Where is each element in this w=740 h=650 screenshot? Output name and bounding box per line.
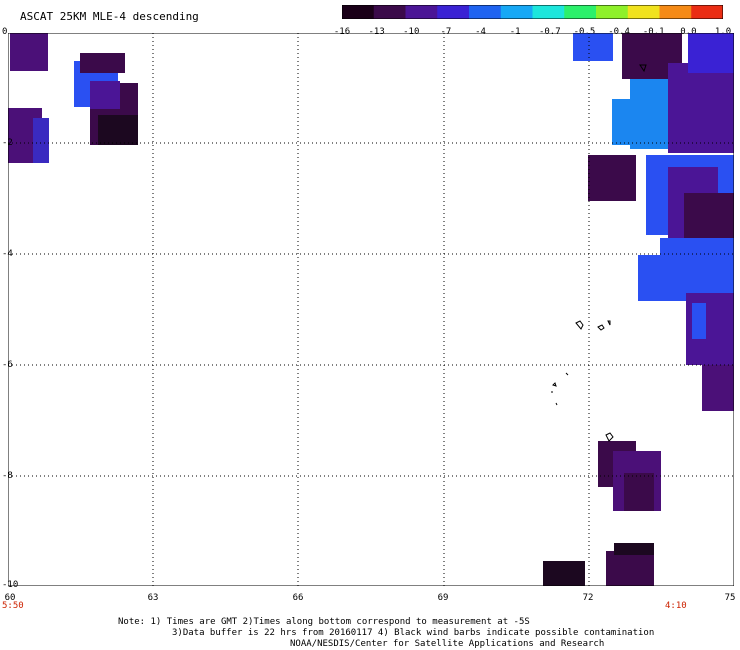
time-label-left: 5:50 bbox=[2, 601, 24, 611]
colorbar-label: -7 bbox=[440, 27, 452, 37]
map-title: ASCAT 25KM MLE-4 descending bbox=[20, 10, 199, 23]
colorbar-segment bbox=[405, 5, 438, 19]
y-tick-label: -8 bbox=[2, 471, 13, 481]
colorbar-label: -1 bbox=[509, 27, 521, 37]
swath-cells bbox=[8, 33, 734, 586]
colorbar-segment bbox=[500, 5, 534, 19]
colorbar-segment bbox=[532, 5, 565, 19]
colorbar-segment bbox=[596, 5, 629, 19]
time-label-right: 4:10 bbox=[665, 601, 687, 611]
colorbar-label: -0.4 bbox=[608, 27, 630, 37]
x-tick-label: 60 bbox=[4, 593, 16, 603]
colorbar-segment bbox=[627, 5, 661, 19]
colorbar-label: -10 bbox=[403, 27, 420, 37]
colorbar-label: -4 bbox=[475, 27, 486, 37]
y-tick-label: -6 bbox=[2, 360, 13, 370]
colorbar bbox=[342, 5, 723, 19]
colorbar-label: 1.0 bbox=[714, 27, 732, 37]
note-line-3: NOAA/NESDIS/Center for Satellite Applica… bbox=[290, 639, 605, 649]
colorbar-segment bbox=[437, 5, 470, 19]
colorbar-label: -16 bbox=[333, 27, 351, 37]
x-tick-label: 63 bbox=[147, 593, 159, 603]
x-tick-label: 69 bbox=[437, 593, 449, 603]
colorbar-segment bbox=[469, 5, 502, 19]
colorbar-label: 0.0 bbox=[680, 27, 697, 37]
y-tick-label: -10 bbox=[2, 580, 19, 590]
y-tick-label: 0 bbox=[2, 27, 8, 37]
colorbar-label: -0.5 bbox=[573, 27, 596, 37]
gridlines bbox=[8, 33, 734, 586]
colorbar-label: -0.1 bbox=[642, 27, 665, 37]
note-line-1: Note: 1) Times are GMT 2)Times along bot… bbox=[118, 617, 530, 627]
map-plot bbox=[8, 33, 734, 586]
colorbar-label: -0.7 bbox=[538, 27, 561, 37]
colorbar-segment bbox=[659, 5, 692, 19]
coastline bbox=[551, 64, 647, 442]
note-line-2: 3)Data buffer is 22 hrs from 20160117 4)… bbox=[172, 628, 655, 638]
x-tick-label: 72 bbox=[582, 593, 594, 603]
y-tick-label: -4 bbox=[2, 249, 13, 259]
x-tick-label: 75 bbox=[724, 593, 736, 603]
x-tick-label: 66 bbox=[292, 593, 304, 603]
colorbar-segment bbox=[691, 5, 723, 19]
colorbar-segment bbox=[342, 5, 375, 19]
colorbar-segment bbox=[564, 5, 597, 19]
colorbar-label: -13 bbox=[368, 27, 385, 37]
colorbar-segment bbox=[373, 5, 407, 19]
y-tick-label: -2 bbox=[2, 138, 13, 148]
